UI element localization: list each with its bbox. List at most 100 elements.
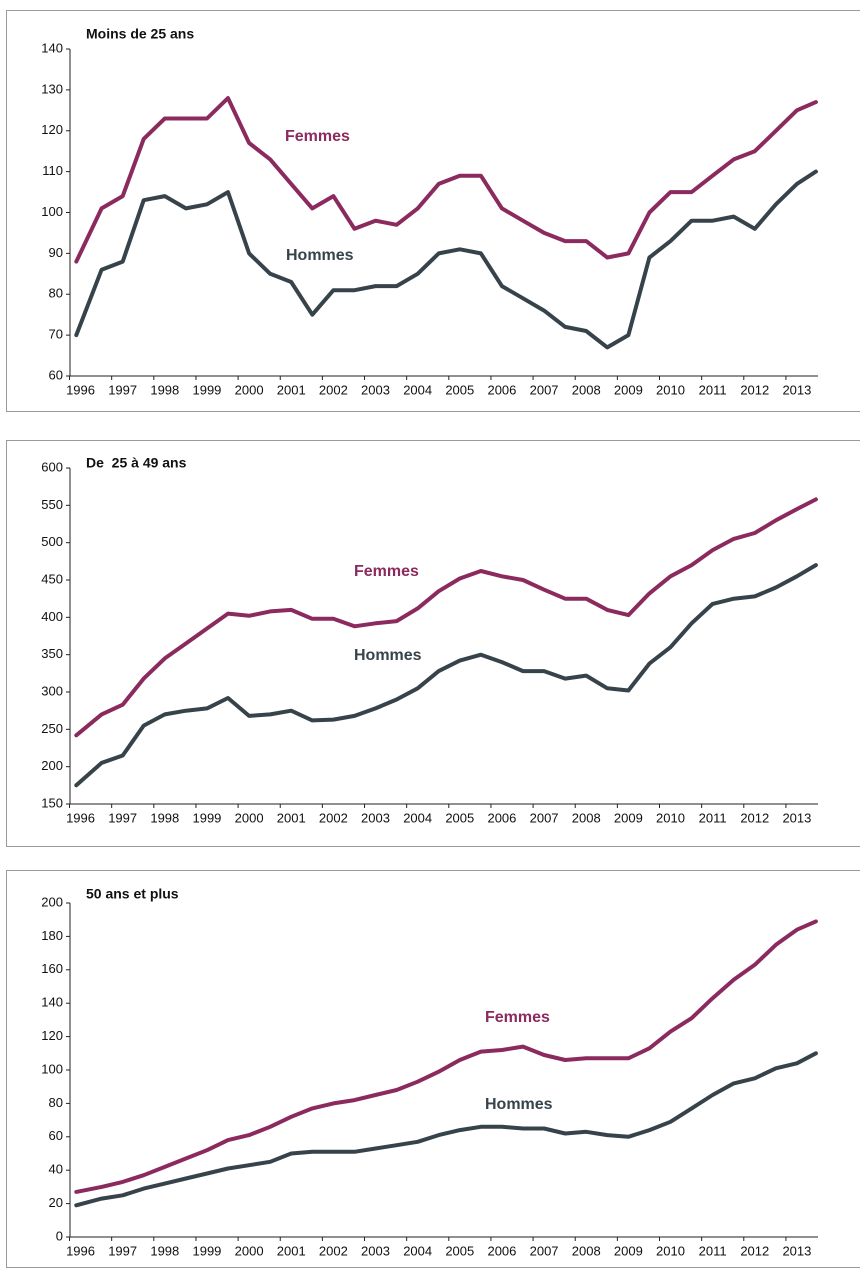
y-tick-label: 100: [41, 1061, 63, 1076]
x-tick-label: 2000: [235, 1243, 264, 1258]
x-tick-label: 2011: [699, 382, 727, 397]
x-tick-label: 2013: [782, 382, 811, 397]
y-tick-label: 150: [41, 795, 63, 810]
y-tick-label: 500: [41, 534, 63, 549]
x-tick-label: 2006: [487, 382, 516, 397]
y-tick-label: 300: [41, 683, 63, 698]
x-tick-label: 2003: [361, 382, 390, 397]
x-tick-label: 2007: [530, 382, 559, 397]
y-tick-label: 120: [41, 1028, 63, 1043]
x-tick-label: 2009: [614, 810, 643, 825]
y-tick-label: 160: [41, 961, 63, 976]
x-tick-label: 2011: [699, 810, 727, 825]
series-line: [76, 172, 816, 348]
x-tick-label: 2001: [277, 382, 306, 397]
x-tick-label: 1998: [150, 1243, 179, 1258]
y-tick-label: 550: [41, 497, 63, 512]
series-line: [76, 565, 816, 785]
panel-frame: [7, 11, 860, 412]
x-tick-label: 2012: [740, 810, 769, 825]
x-tick-label: 2000: [235, 810, 264, 825]
x-tick-label: 2005: [445, 810, 474, 825]
y-tick-label: 110: [42, 163, 63, 178]
x-tick-label: 2003: [361, 810, 390, 825]
x-tick-label: 2001: [277, 810, 306, 825]
x-tick-label: 2009: [614, 382, 643, 397]
x-tick-label: 2004: [403, 810, 432, 825]
x-tick-label: 2012: [740, 382, 769, 397]
y-tick-label: 250: [41, 721, 63, 736]
x-tick-label: 2005: [445, 382, 474, 397]
chart-title: 50 ans et plus: [86, 886, 179, 902]
y-tick-label: 180: [41, 928, 63, 943]
y-tick-label: 70: [49, 327, 63, 342]
y-tick-label: 130: [41, 81, 63, 96]
y-tick-label: 60: [49, 1128, 63, 1143]
x-tick-label: 2004: [403, 382, 432, 397]
y-tick-label: 200: [41, 758, 63, 773]
x-tick-label: 1998: [150, 382, 179, 397]
x-tick-label: 2006: [487, 810, 516, 825]
y-tick-label: 0: [56, 1228, 63, 1243]
panel-frame: [7, 441, 860, 847]
x-tick-label: 2008: [572, 810, 601, 825]
x-tick-label: 2013: [782, 1243, 811, 1258]
x-tick-label: 2010: [656, 382, 685, 397]
x-tick-label: 2008: [572, 1243, 601, 1258]
x-tick-label: 2004: [403, 1243, 432, 1258]
chart-title: De 25 à 49 ans: [86, 455, 187, 471]
series-label: Femmes: [285, 128, 350, 145]
x-tick-label: 2007: [530, 1243, 559, 1258]
x-tick-label: 1999: [192, 1243, 221, 1258]
x-tick-label: 1999: [192, 810, 221, 825]
series-line: [76, 921, 816, 1192]
x-tick-label: 2011: [699, 1243, 727, 1258]
x-tick-label: 2003: [361, 1243, 390, 1258]
panel-frame: [7, 871, 860, 1268]
x-tick-label: 2010: [656, 1243, 685, 1258]
x-tick-label: 2002: [319, 382, 348, 397]
series-label: Hommes: [485, 1096, 553, 1113]
y-tick-label: 140: [41, 40, 63, 55]
x-tick-label: 2013: [782, 810, 811, 825]
x-tick-label: 2008: [572, 382, 601, 397]
series-label: Hommes: [286, 247, 354, 264]
x-tick-label: 2002: [319, 810, 348, 825]
x-tick-label: 2002: [319, 1243, 348, 1258]
x-tick-label: 1997: [108, 810, 137, 825]
y-tick-label: 40: [49, 1162, 63, 1177]
y-tick-label: 80: [49, 1095, 63, 1110]
x-tick-label: 2009: [614, 1243, 643, 1258]
x-tick-label: 1999: [192, 382, 221, 397]
x-tick-label: 2005: [445, 1243, 474, 1258]
x-tick-label: 1996: [66, 382, 95, 397]
y-tick-label: 20: [49, 1195, 63, 1210]
x-tick-label: 1996: [66, 810, 95, 825]
y-tick-label: 140: [41, 995, 63, 1010]
series-line: [76, 499, 816, 735]
y-tick-label: 80: [49, 286, 63, 301]
chart-title: Moins de 25 ans: [86, 26, 194, 42]
series-label: Femmes: [354, 563, 419, 580]
series-label: Femmes: [485, 1009, 550, 1026]
series-line: [76, 1053, 816, 1205]
x-tick-label: 1998: [150, 810, 179, 825]
y-tick-label: 120: [41, 122, 63, 137]
x-tick-label: 2012: [740, 1243, 769, 1258]
y-tick-label: 450: [41, 571, 63, 586]
y-tick-label: 200: [41, 894, 63, 909]
y-tick-label: 60: [49, 367, 63, 382]
x-tick-label: 2000: [235, 382, 264, 397]
y-tick-label: 400: [41, 609, 63, 624]
y-tick-label: 600: [41, 459, 63, 474]
x-tick-label: 2001: [277, 1243, 306, 1258]
x-tick-label: 2006: [487, 1243, 516, 1258]
x-tick-label: 2010: [656, 810, 685, 825]
series-line: [76, 98, 816, 262]
x-tick-label: 2007: [530, 810, 559, 825]
x-tick-label: 1997: [108, 382, 137, 397]
series-label: Hommes: [354, 647, 422, 664]
y-tick-label: 100: [41, 204, 63, 219]
